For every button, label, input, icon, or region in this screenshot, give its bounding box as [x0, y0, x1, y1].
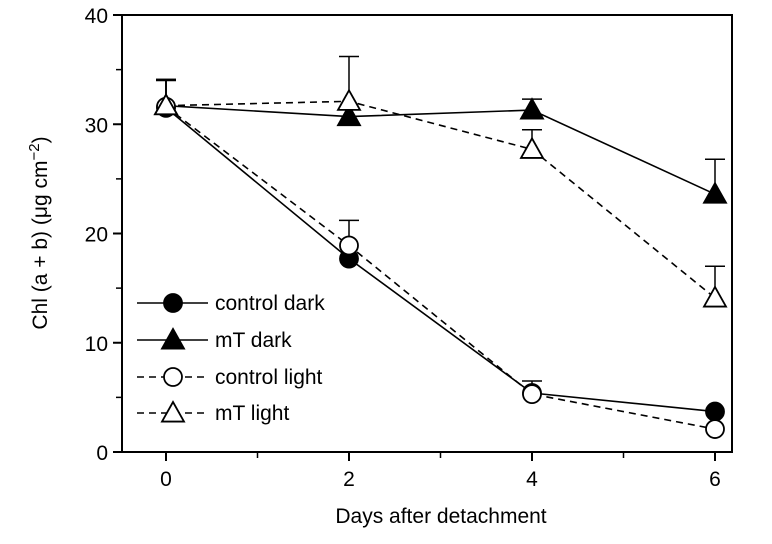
series-line-mT-dark: [165, 104, 716, 195]
data-point-mT-dark: [702, 181, 728, 204]
legend-label-mT-dark: mT dark: [215, 329, 292, 352]
data-point-mT-dark: [336, 103, 362, 127]
y-tick-label: 10: [85, 333, 108, 356]
y-tick-label: 20: [85, 224, 108, 247]
plot-frame: [121, 14, 733, 453]
x-tick-label: 2: [343, 468, 355, 491]
series-line-control-light: [165, 106, 716, 430]
y-tick-label: 0: [96, 442, 108, 465]
data-point-mT-light: [702, 285, 728, 308]
legend-label-control-dark: control dark: [215, 292, 325, 315]
legend-marker-control-dark: [163, 293, 183, 313]
data-point-mT-dark: [519, 97, 545, 120]
y-tick-label: 40: [85, 5, 108, 28]
data-point-mT-light: [336, 88, 362, 111]
legend-label-control-light: control light: [215, 366, 323, 389]
legend-label-mT-light: mT light: [215, 402, 289, 425]
data-point-mT-light: [519, 136, 545, 159]
series-line-control-dark: [165, 107, 716, 413]
series-line-mT-light: [165, 100, 716, 299]
data-point-control-light: [705, 419, 725, 439]
y-axis-label: Chl (a + b) (μg cm−2): [26, 136, 52, 329]
x-tick-label: 0: [160, 468, 172, 491]
x-tick-label: 6: [709, 468, 721, 491]
legend-marker-mT-light: [160, 400, 186, 423]
x-tick-label: 4: [526, 468, 538, 491]
data-point-control-light: [339, 235, 359, 256]
y-tick-label: 30: [85, 114, 108, 137]
data-point-mT-light: [153, 92, 179, 116]
legend-marker-control-light: [163, 367, 183, 387]
data-point-control-light: [522, 384, 542, 404]
x-axis-label: Days after detachment: [335, 505, 546, 528]
legend-marker-mT-dark: [160, 327, 186, 350]
data-point-control-dark: [705, 401, 725, 422]
